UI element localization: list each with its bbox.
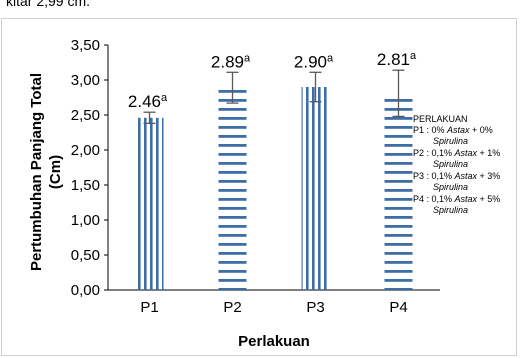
error-bar-p2 bbox=[226, 71, 239, 104]
y-axis-label-line-2: (Cm) bbox=[47, 155, 64, 189]
legend-title: PERLAKUAN bbox=[413, 114, 468, 124]
legend-entry-1-spirulina: Spirulina bbox=[433, 136, 468, 146]
bar-p2 bbox=[218, 87, 247, 290]
data-label-p1: 2.46a bbox=[128, 92, 168, 111]
data-label-p3: 2.90a bbox=[294, 52, 334, 71]
bar-p1 bbox=[135, 117, 164, 290]
data-label-p2: 2.89a bbox=[211, 52, 251, 71]
x-axis-ticks: P1 P2 P3 P4 bbox=[140, 299, 407, 316]
bars bbox=[135, 87, 413, 290]
y-tick-label: 1,00 bbox=[71, 212, 100, 229]
bar-p3 bbox=[301, 87, 330, 290]
error-bar-p4 bbox=[392, 69, 405, 118]
x-axis-label: Perlakuan bbox=[238, 333, 310, 350]
error-bar-p1 bbox=[143, 111, 156, 125]
y-axis-ticks: 0,00 0,50 1,00 1,50 2,00 2,50 3,00 3,50 bbox=[71, 37, 108, 299]
data-label-p4: 2.81a bbox=[377, 50, 417, 69]
error-bar-p3 bbox=[309, 71, 322, 103]
legend-entry-3-spirulina: Spirulina bbox=[433, 182, 468, 192]
page-text-fragment: kitar 2,99 cm. bbox=[6, 0, 91, 9]
x-tick-label: P2 bbox=[223, 299, 241, 316]
y-tick-label: 1,50 bbox=[71, 177, 100, 194]
legend-entry-3: P3 : 0,1% Astax + 3% bbox=[413, 171, 500, 181]
y-tick-label: 2,50 bbox=[71, 107, 100, 124]
legend-entry-4-spirulina: Spirulina bbox=[433, 205, 468, 215]
y-tick-label: 2,00 bbox=[71, 142, 100, 159]
legend-entry-1: P1 : 0% Astax + 0% bbox=[413, 125, 493, 135]
error-bars bbox=[143, 69, 405, 125]
bar-p4 bbox=[384, 93, 413, 290]
x-tick-label: P3 bbox=[306, 299, 324, 316]
y-axis-label-line-1: Pertumbuhan Panjang Total bbox=[28, 73, 45, 271]
x-tick-label: P1 bbox=[140, 299, 158, 316]
y-tick-label: 0,00 bbox=[71, 282, 100, 299]
x-tick-label: P4 bbox=[389, 299, 407, 316]
y-tick-label: 3,50 bbox=[71, 37, 100, 54]
chart-frame bbox=[1, 18, 517, 356]
y-tick-label: 3,00 bbox=[71, 72, 100, 89]
data-labels: 2.46a 2.89a 2.90a 2.81a bbox=[128, 50, 417, 111]
legend-entry-2: P2 : 0,1% Astax + 1% bbox=[413, 148, 500, 158]
y-tick-label: 0,50 bbox=[71, 247, 100, 264]
legend-entry-2-spirulina: Spirulina bbox=[433, 159, 468, 169]
legend-entry-4: P4 : 0,1% Astax + 5% bbox=[413, 194, 500, 204]
